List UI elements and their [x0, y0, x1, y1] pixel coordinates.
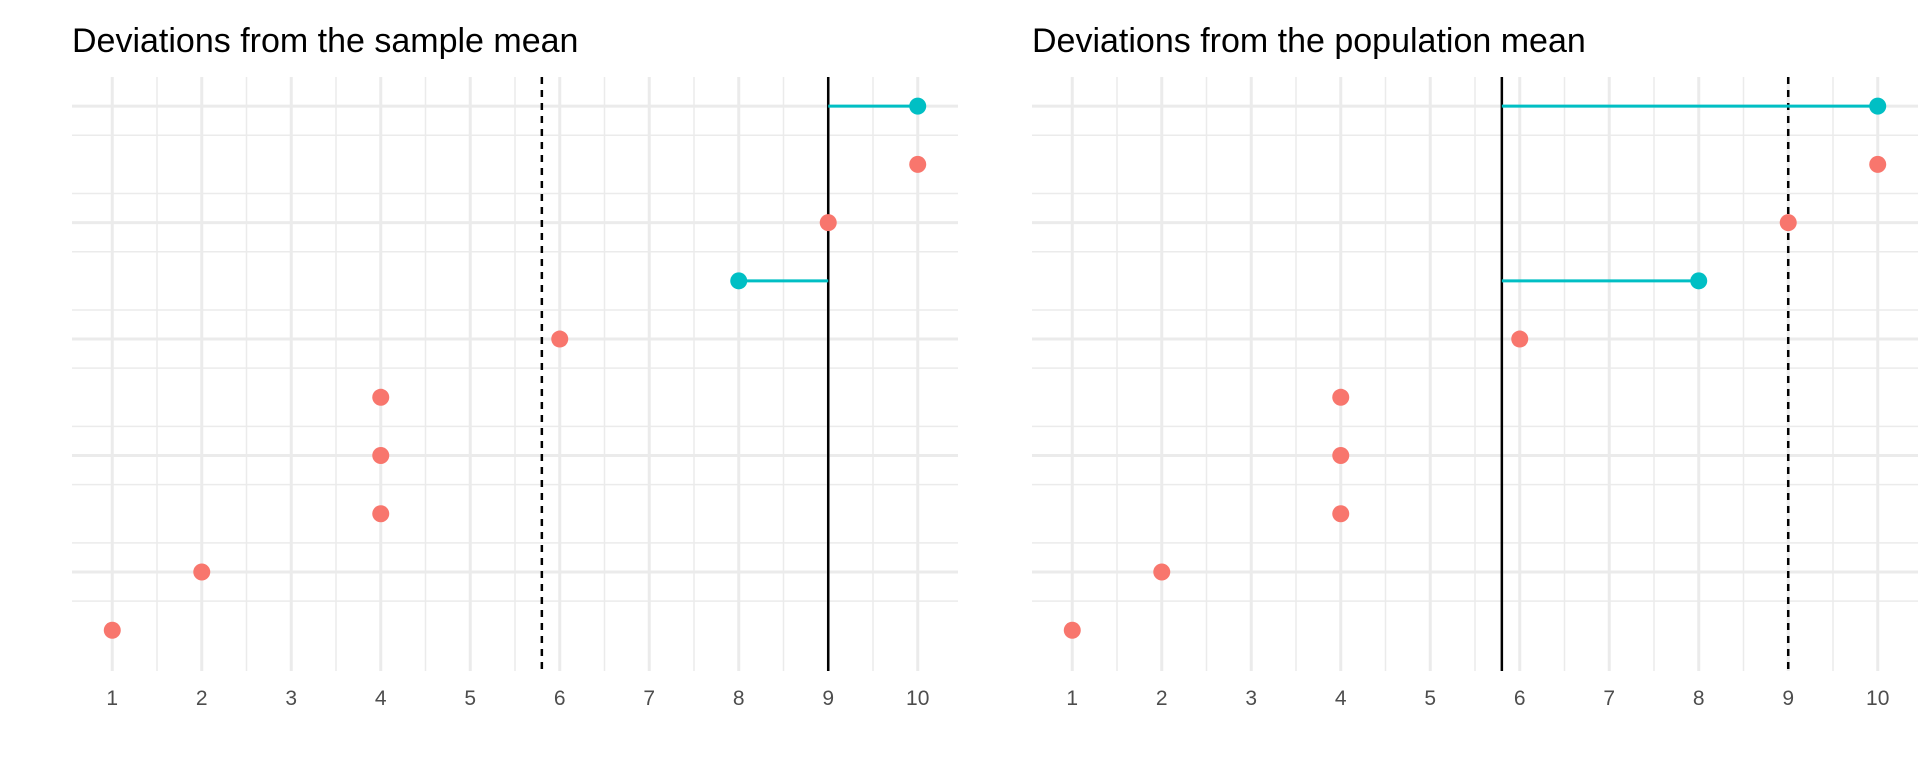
x-tick-label: 2	[196, 687, 208, 710]
x-tick-label: 2	[1156, 687, 1168, 710]
x-tick-label: 10	[1866, 687, 1889, 710]
chart-title: Deviations from the population mean	[1032, 22, 1586, 60]
x-tick-label: 7	[643, 687, 655, 710]
x-tick-label: 9	[1782, 687, 1794, 710]
data-point	[730, 272, 748, 290]
x-tick-label: 3	[285, 687, 297, 710]
data-point	[909, 97, 927, 115]
data-point	[372, 447, 390, 465]
chart-panel-population: Deviations from the population mean 1 2 3 4…	[960, 0, 1920, 768]
data-point	[372, 388, 390, 406]
x-tick-label: 10	[906, 687, 929, 710]
chart-sample-mean: 1 2 3 4 5 6 7 8 9 10	[72, 77, 958, 710]
data-point	[1869, 97, 1887, 115]
x-tick-label: 4	[1335, 687, 1347, 710]
chart-panel-sample: Deviations from the sample mean 1 2 3 4 5 6 7 8…	[72, 22, 958, 710]
data-point	[819, 214, 837, 232]
x-tick-label: 6	[554, 687, 566, 710]
x-tick-label: 4	[375, 687, 387, 710]
data-point	[1332, 388, 1350, 406]
data-point	[1332, 505, 1350, 523]
x-tick-label: 7	[1603, 687, 1615, 710]
data-point	[551, 330, 569, 348]
x-tick-label: 8	[733, 687, 745, 710]
data-point	[103, 621, 121, 639]
chart-title: Deviations from the sample mean	[72, 22, 579, 60]
data-point	[1332, 447, 1350, 465]
data-point	[1063, 621, 1081, 639]
data-point	[1511, 330, 1529, 348]
x-tick-label: 9	[822, 687, 834, 710]
chart-population-mean: 1 2 3 4 5 6 7 8 9 10	[1032, 77, 1918, 710]
data-point	[909, 155, 927, 173]
data-point	[372, 505, 390, 523]
x-tick-label: 3	[1245, 687, 1257, 710]
x-tick-label: 5	[1424, 687, 1436, 710]
data-point	[1869, 155, 1887, 173]
data-point	[1153, 563, 1171, 581]
x-tick-label: 8	[1693, 687, 1705, 710]
x-tick-label: 1	[1066, 687, 1078, 710]
x-tick-label: 6	[1514, 687, 1526, 710]
data-point	[1779, 214, 1797, 232]
x-tick-label: 5	[464, 687, 476, 710]
data-point	[193, 563, 211, 581]
x-tick-label: 1	[106, 687, 118, 710]
data-point	[1690, 272, 1708, 290]
